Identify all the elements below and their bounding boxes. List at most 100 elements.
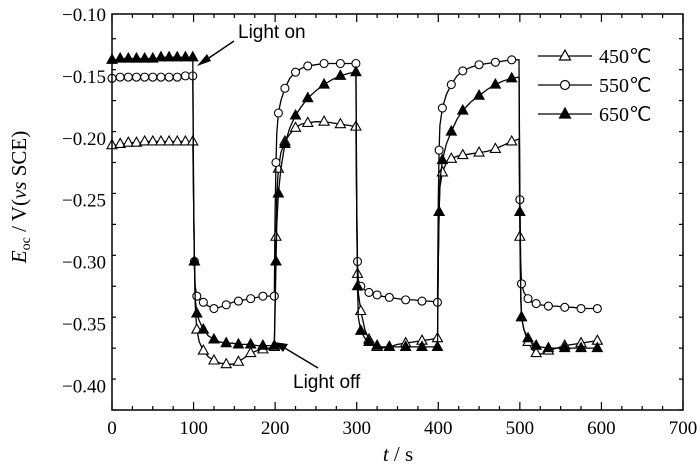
data-point-650 <box>197 322 210 334</box>
data-point-650 <box>130 51 143 63</box>
data-point-550 <box>209 303 219 314</box>
data-point-650 <box>522 331 534 343</box>
data-point-550 <box>246 294 256 304</box>
data-point-450 <box>197 343 210 355</box>
data-point-550 <box>523 294 533 304</box>
data-point-450 <box>354 304 367 316</box>
data-point-550 <box>474 60 484 70</box>
series-line-450 <box>112 121 598 365</box>
data-point-650 <box>513 205 526 217</box>
data-point-650 <box>505 71 518 83</box>
legend-entry-450: 450℃ <box>538 46 651 68</box>
data-point-450 <box>301 116 314 127</box>
y-tick-label: −0.15 <box>62 67 106 88</box>
data-point-650 <box>256 339 269 350</box>
data-point-550 <box>543 301 553 311</box>
data-point-450 <box>334 117 347 129</box>
data-point-450 <box>179 134 192 146</box>
data-point-450 <box>244 346 257 358</box>
data-point-650 <box>146 51 159 63</box>
data-point-650 <box>171 50 184 62</box>
data-point-550 <box>417 296 427 306</box>
data-point-650 <box>190 306 203 318</box>
data-point-550 <box>490 57 500 67</box>
data-point-450 <box>318 115 331 126</box>
data-point-550 <box>198 297 208 307</box>
annotation-light-off: Light off <box>274 342 361 393</box>
data-point-450 <box>171 134 184 146</box>
data-point-650 <box>591 341 604 353</box>
data-point-450 <box>489 142 502 153</box>
data-point-650 <box>220 336 233 348</box>
data-point-650 <box>371 339 384 350</box>
data-point-650 <box>575 341 587 353</box>
data-point-650 <box>542 341 555 353</box>
data-point-550 <box>446 79 456 90</box>
y-tick-label: −0.10 <box>62 5 106 26</box>
annotation-light-on-arrowhead <box>197 54 211 66</box>
data-point-650 <box>232 337 245 349</box>
data-point-650 <box>473 89 486 100</box>
data-point-550 <box>258 291 268 301</box>
data-point-650 <box>445 124 458 136</box>
data-point-550 <box>280 83 290 93</box>
data-point-550 <box>458 66 468 76</box>
data-point-650 <box>188 254 201 266</box>
axes-layer: 0 100 200 300 400 500 600 700 −0.40 −0.35 −0.30 −0.… <box>62 5 697 439</box>
data-point-450 <box>138 134 151 146</box>
legend-marker-550 <box>559 79 571 91</box>
legend-entry-650: 650℃ <box>538 104 651 126</box>
series-line-650 <box>112 56 598 349</box>
x-tick-label: 300 <box>342 418 371 439</box>
data-point-550 <box>576 303 586 314</box>
data-point-450 <box>146 134 159 146</box>
data-point-450 <box>445 152 458 163</box>
data-point-450 <box>155 134 167 146</box>
data-point-450 <box>289 121 302 132</box>
legend-marker-650 <box>558 106 572 119</box>
data-point-550 <box>221 300 231 310</box>
annotation-light-off-arrowhead <box>274 342 288 352</box>
data-point-550 <box>303 61 313 71</box>
data-point-550 <box>531 299 541 309</box>
data-point-450 <box>436 165 449 177</box>
data-point-550 <box>164 72 174 82</box>
x-tick-label: 0 <box>107 418 117 439</box>
data-point-650 <box>436 153 449 165</box>
data-point-650 <box>278 137 291 148</box>
x-tick-label: 100 <box>179 418 208 439</box>
data-point-450 <box>530 346 543 358</box>
y-tick-label: −0.30 <box>62 253 106 274</box>
data-point-650 <box>163 50 176 62</box>
data-point-650 <box>354 324 367 335</box>
data-point-550 <box>192 291 202 301</box>
data-point-650 <box>270 254 282 266</box>
data-point-550 <box>233 296 243 306</box>
data-point-550 <box>335 58 345 69</box>
data-point-650 <box>138 51 151 63</box>
y-axis-title: Eoc / V(vs SCE) <box>7 131 34 264</box>
data-point-450 <box>220 357 233 369</box>
data-point-650 <box>456 103 469 115</box>
x-tick-label: 700 <box>669 418 698 439</box>
data-point-650 <box>272 186 285 198</box>
data-point-650 <box>114 51 127 63</box>
data-point-550 <box>148 72 158 82</box>
legend-marker-450 <box>558 48 572 61</box>
data-point-550 <box>269 291 279 301</box>
series-layer <box>106 50 604 369</box>
data-point-450 <box>122 136 135 147</box>
data-point-650 <box>244 337 257 349</box>
data-point-650 <box>363 335 375 346</box>
data-point-650 <box>399 340 412 351</box>
x-axis-title: t / s <box>383 442 413 466</box>
data-point-550 <box>115 72 125 82</box>
data-point-650 <box>383 340 396 351</box>
data-point-550 <box>123 72 133 82</box>
data-point-650 <box>122 51 135 63</box>
data-point-550 <box>290 67 301 77</box>
data-point-650 <box>558 341 571 353</box>
legend-entry-550: 550℃ <box>538 75 651 97</box>
legend-label-550: 550℃ <box>599 75 651 97</box>
data-point-550 <box>172 72 182 82</box>
